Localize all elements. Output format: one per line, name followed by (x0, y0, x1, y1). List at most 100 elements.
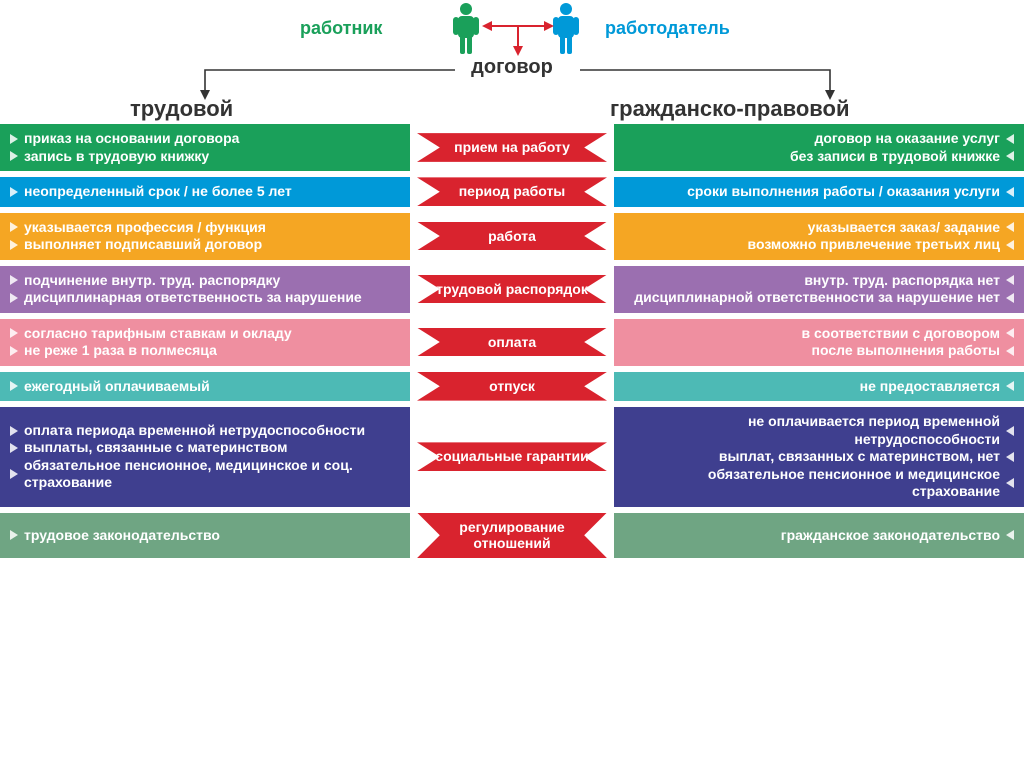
center-cell: отпуск (410, 372, 614, 402)
bullet-line: указывается заказ/ задание (624, 219, 1014, 237)
left-cell: указывается профессия / функциявыполняет… (0, 213, 410, 260)
triangle-bullet-icon (10, 275, 18, 285)
cell-text: выполняет подписавший договор (24, 236, 262, 254)
triangle-bullet-icon (10, 151, 18, 161)
cell-text: запись в трудовую книжку (24, 148, 209, 166)
cell-text: не оплачивается период временной нетрудо… (624, 413, 1000, 448)
bullet-line: приказ на основании договора (10, 130, 400, 148)
bullet-line: трудовое законодательство (10, 527, 400, 545)
cell-text: ежегодный оплачиваемый (24, 378, 210, 396)
bullet-line: внутр. труд. распорядка нет (624, 272, 1014, 290)
worker-person-icon (453, 3, 479, 54)
bullet-line: не предоставляется (624, 378, 1014, 396)
bullet-line: в соответствии с договором (624, 325, 1014, 343)
category-ribbon: отпуск (417, 372, 607, 401)
category-ribbon: период работы (417, 177, 607, 206)
triangle-bullet-icon (10, 469, 18, 479)
center-cell: регулирование отношений (410, 513, 614, 559)
comparison-row: указывается профессия / функциявыполняет… (0, 213, 1024, 260)
right-cell: внутр. труд. распорядка нетдисциплинарно… (614, 266, 1024, 313)
comparison-row: оплата периода временной нетрудоспособно… (0, 407, 1024, 507)
header: работник работодатель договор (0, 0, 1024, 80)
cell-text: сроки выполнения работы / оказания услуг… (687, 183, 1000, 201)
cell-text: оплата периода временной нетрудоспособно… (24, 422, 365, 440)
cell-text: подчинение внутр. труд. распорядку (24, 272, 280, 290)
bullet-line: ежегодный оплачиваемый (10, 378, 400, 396)
bullet-line: без записи в трудовой книжке (624, 148, 1014, 166)
heading-zone: трудовой гражданско-правовой (0, 80, 1024, 124)
center-cell: работа (410, 213, 614, 260)
bullet-line: выплаты, связанные с материнством (10, 439, 400, 457)
category-ribbon: регулирование отношений (417, 513, 607, 559)
triangle-bullet-icon (1006, 240, 1014, 250)
left-cell: трудовое законодательство (0, 513, 410, 559)
employer-person-icon (553, 3, 579, 54)
center-cell: период работы (410, 177, 614, 207)
left-cell: подчинение внутр. труд. распорядкудисцип… (0, 266, 410, 313)
category-ribbon: социальные гарантии (417, 442, 607, 471)
comparison-row: согласно тарифным ставкам и окладуне реж… (0, 319, 1024, 366)
cell-text: выплаты, связанные с материнством (24, 439, 287, 457)
triangle-bullet-icon (1006, 452, 1014, 462)
left-cell: приказ на основании договоразапись в тру… (0, 124, 410, 171)
cell-text: не реже 1 раза в полмесяца (24, 342, 217, 360)
category-ribbon: оплата (417, 328, 607, 357)
category-ribbon: работа (417, 222, 607, 251)
comparison-row: ежегодный оплачиваемый отпуск не предостав… (0, 372, 1024, 402)
cell-text: приказ на основании договора (24, 130, 239, 148)
right-cell: договор на оказание услугбез записи в тр… (614, 124, 1024, 171)
cell-text: внутр. труд. распорядка нет (804, 272, 1000, 290)
left-cell: ежегодный оплачиваемый (0, 372, 410, 402)
cell-text: дисциплинарной ответственности за наруше… (634, 289, 1000, 307)
bullet-line: дисциплинарная ответственность за наруше… (10, 289, 400, 307)
cell-text: гражданское законодательство (781, 527, 1000, 545)
cell-text: после выполнения работы (812, 342, 1000, 360)
bullet-line: обязательное пенсионное и медицинское ст… (624, 466, 1014, 501)
bullet-line: дисциплинарной ответственности за наруше… (624, 289, 1014, 307)
cell-text: трудовое законодательство (24, 527, 220, 545)
red-biarrow-icon (482, 21, 554, 56)
comparison-row: трудовое законодательство регулирование о… (0, 513, 1024, 559)
bullet-line: возможно привлечение третьих лиц (624, 236, 1014, 254)
cell-text: договор на оказание услуг (814, 130, 1000, 148)
bullet-line: подчинение внутр. труд. распорядку (10, 272, 400, 290)
right-cell: указывается заказ/ заданиевозможно привл… (614, 213, 1024, 260)
triangle-bullet-icon (1006, 328, 1014, 338)
cell-text: неопределенный срок / не более 5 лет (24, 183, 292, 201)
cell-text: обязательное пенсионное и медицинское ст… (624, 466, 1000, 501)
center-cell: оплата (410, 319, 614, 366)
cell-text: дисциплинарная ответственность за наруше… (24, 289, 362, 307)
triangle-bullet-icon (10, 293, 18, 303)
bullet-line: согласно тарифным ставкам и окладу (10, 325, 400, 343)
bullet-line: гражданское законодательство (624, 527, 1014, 545)
triangle-bullet-icon (1006, 478, 1014, 488)
bullet-line: выполняет подписавший договор (10, 236, 400, 254)
rows-container: приказ на основании договоразапись в тру… (0, 124, 1024, 558)
right-cell: не оплачивается период временной нетрудо… (614, 407, 1024, 507)
triangle-bullet-icon (10, 381, 18, 391)
employer-label: работодатель (605, 18, 730, 39)
triangle-bullet-icon (10, 328, 18, 338)
center-cell: трудовой распорядок (410, 266, 614, 313)
right-cell: сроки выполнения работы / оказания услуг… (614, 177, 1024, 207)
bullet-line: договор на оказание услуг (624, 130, 1014, 148)
bullet-line: оплата периода временной нетрудоспособно… (10, 422, 400, 440)
cell-text: указывается профессия / функция (24, 219, 266, 237)
bullet-line: после выполнения работы (624, 342, 1014, 360)
triangle-bullet-icon (10, 134, 18, 144)
triangle-bullet-icon (10, 240, 18, 250)
cell-text: выплат, связанных с материнством, нет (719, 448, 1000, 466)
cell-text: не предоставляется (860, 378, 1000, 396)
triangle-bullet-icon (1006, 346, 1014, 356)
cell-text: возможно привлечение третьих лиц (748, 236, 1000, 254)
cell-text: согласно тарифным ставкам и окладу (24, 325, 292, 343)
left-cell: согласно тарифным ставкам и окладуне реж… (0, 319, 410, 366)
category-ribbon: прием на работу (417, 133, 607, 162)
triangle-bullet-icon (10, 222, 18, 232)
bullet-line: выплат, связанных с материнством, нет (624, 448, 1014, 466)
left-cell: оплата периода временной нетрудоспособно… (0, 407, 410, 507)
triangle-bullet-icon (1006, 222, 1014, 232)
right-cell: в соответствии с договоромпосле выполнен… (614, 319, 1024, 366)
triangle-bullet-icon (10, 443, 18, 453)
triangle-bullet-icon (1006, 275, 1014, 285)
